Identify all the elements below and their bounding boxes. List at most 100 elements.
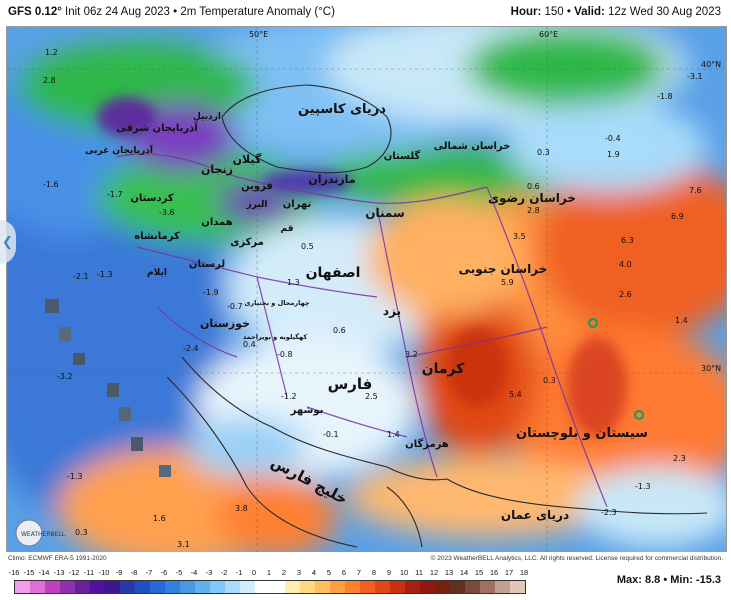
scale-tick-label: -3	[205, 568, 213, 577]
province-label: فارس	[328, 375, 373, 393]
province-label: کرمان	[422, 361, 466, 377]
coastlines	[166, 84, 708, 548]
value-label: 4.0	[619, 260, 632, 269]
province-label: آذربایجان شرقی	[116, 121, 198, 134]
scale-tick-label: -10	[98, 568, 110, 577]
copyright-credit: © 2023 WeatherBELL Analytics, LLC. All r…	[430, 555, 723, 562]
max-label: Max:	[616, 574, 642, 586]
scale-swatch	[285, 581, 300, 593]
scale-swatch	[240, 581, 255, 593]
header-right: Hour: 150 • Valid: 12z Wed 30 Aug 2023	[511, 6, 721, 18]
scale-swatch	[90, 581, 105, 593]
valid-label: Valid:	[574, 6, 605, 18]
min-label: Min:	[670, 574, 693, 586]
value-label: -2.1	[73, 272, 89, 281]
scale-swatch	[450, 581, 465, 593]
value-label: -0.8	[277, 350, 293, 359]
province-label: خراسان شمالی	[434, 141, 511, 152]
value-label: 7.6	[689, 186, 702, 195]
scale-swatch	[270, 581, 285, 593]
separator-2: •	[566, 6, 571, 18]
scale-swatch	[375, 581, 390, 593]
scale-swatch	[510, 581, 525, 593]
separator: •	[173, 6, 178, 18]
scale-tick-label: 0	[251, 568, 257, 577]
init-time: Init 06z 24 Aug 2023	[65, 6, 170, 18]
color-scale-bar	[14, 580, 526, 594]
scale-swatch	[225, 581, 240, 593]
value-label: 3.1	[177, 540, 190, 549]
max-min-readout: Max: 8.8 • Min: -15.3	[617, 574, 721, 586]
valid-value: 12z Wed 30 Aug 2023	[608, 6, 721, 18]
value-label: -1.8	[657, 92, 673, 101]
max-value: 8.8	[644, 574, 661, 586]
scale-tick-label: -7	[145, 568, 153, 577]
scale-swatch	[315, 581, 330, 593]
anomaly-map: 50°E 60°E 40°N 30°N دریای کاسپین خلیج فا…	[6, 26, 727, 554]
province-label: اردبیل	[193, 112, 221, 122]
scale-tick-label: 16	[489, 568, 499, 577]
province-label: قم	[281, 224, 294, 234]
scale-tick-label: 5	[326, 568, 332, 577]
scale-swatch	[150, 581, 165, 593]
province-label: بوشهر	[290, 405, 324, 416]
scale-swatch	[480, 581, 495, 593]
coord-label-50e: 50°E	[249, 30, 268, 39]
value-label: 1.2	[45, 48, 58, 57]
value-label: -2.4	[183, 344, 199, 353]
scale-swatch	[495, 581, 510, 593]
province-label: لرستان	[189, 259, 225, 270]
header-left: GFS 0.12° Init 06z 24 Aug 2023 • 2m Temp…	[8, 6, 335, 18]
scale-swatch	[135, 581, 150, 593]
province-label: گلستان	[384, 149, 421, 162]
value-label: 2.3	[673, 454, 686, 463]
scale-tick-label: -6	[160, 568, 168, 577]
scale-tick-label: 9	[386, 568, 392, 577]
value-label: -0.4	[605, 134, 621, 143]
scale-tick-label: -12	[68, 568, 80, 577]
hour-label: Hour:	[510, 6, 542, 18]
scale-tick-label: -16	[8, 568, 20, 577]
sea-label-caspian: دریای کاسپین	[298, 102, 386, 117]
scale-tick-label: 6	[341, 568, 347, 577]
value-label: 0.6	[333, 326, 346, 335]
value-label: -0.7	[227, 302, 243, 311]
scale-tick-label: 3	[296, 568, 302, 577]
value-label: 0.5	[301, 242, 314, 251]
tropical-rings	[587, 317, 645, 421]
scale-tick-label: -8	[130, 568, 138, 577]
scale-swatch	[75, 581, 90, 593]
value-label: 3.5	[513, 232, 526, 241]
scale-swatch	[105, 581, 120, 593]
value-label: 1.9	[607, 150, 620, 159]
scale-tick-label: 17	[504, 568, 514, 577]
scale-swatch	[435, 581, 450, 593]
province-label: هرمزگان	[405, 437, 449, 450]
scale-swatch	[420, 581, 435, 593]
value-label: 0.4	[243, 340, 256, 349]
scale-tick-label: 15	[474, 568, 484, 577]
value-label: 3.8	[235, 504, 248, 513]
chevron-left-icon: ❮	[2, 234, 13, 249]
value-label: 1.3	[287, 278, 300, 287]
sea-label-oman: دریای عمان	[501, 508, 569, 522]
province-label: کردستان	[130, 193, 174, 204]
scale-swatch	[405, 581, 420, 593]
scale-tick-label: 1	[266, 568, 272, 577]
value-label: -1.3	[97, 270, 113, 279]
value-label: 1.6	[153, 514, 166, 523]
value-label: 0.3	[75, 528, 88, 537]
value-label: -1.6	[43, 180, 59, 189]
scale-tick-label: -4	[190, 568, 198, 577]
province-label: البرز	[246, 200, 268, 210]
scale-tick-label: 10	[399, 568, 409, 577]
scale-swatch	[180, 581, 195, 593]
map-header: GFS 0.12° Init 06z 24 Aug 2023 • 2m Temp…	[0, 0, 731, 26]
value-label: -2.3	[601, 508, 617, 517]
scale-swatch	[330, 581, 345, 593]
scale-swatch	[60, 581, 75, 593]
previous-frame-button[interactable]: ❮	[0, 220, 16, 264]
scale-tick-label: 2	[281, 568, 287, 577]
graticule	[7, 27, 726, 553]
map-footer: Climo: ECMWF ERA-5 1991-2020 © 2023 Weat…	[0, 552, 731, 600]
